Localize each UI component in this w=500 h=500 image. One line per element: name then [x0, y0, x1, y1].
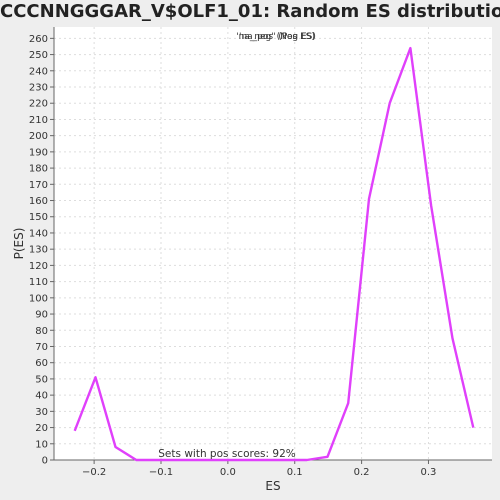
- y-tick-label: 60: [35, 358, 48, 369]
- y-tick-label: 30: [35, 407, 48, 418]
- chart-title: CCCNNGGGAR_V$OLF1_01: Random ES distribu…: [0, 1, 500, 22]
- x-tick-label: −0.1: [149, 467, 173, 478]
- gridlines: [54, 27, 492, 461]
- y-tick-label: 240: [29, 66, 48, 77]
- y-tick-label: 100: [29, 293, 48, 304]
- x-tick-label: 0.0: [220, 467, 236, 478]
- x-tick-label: 0.3: [421, 467, 437, 478]
- y-tick-label: 170: [29, 180, 48, 191]
- y-tick-label: 250: [29, 50, 48, 61]
- y-tick-label: 10: [35, 439, 48, 450]
- y-tick-label: 110: [29, 277, 48, 288]
- y-tick-label: 90: [35, 310, 48, 321]
- chart-annotation: Sets with pos scores: 92%: [158, 448, 295, 460]
- y-tick-label: 150: [29, 212, 48, 223]
- x-tick-label: 0.2: [354, 467, 370, 478]
- y-tick-label: 190: [29, 147, 48, 158]
- y-tick-label: 230: [29, 83, 48, 94]
- y-tick-label: 140: [29, 228, 48, 239]
- y-tick-label: 160: [29, 196, 48, 207]
- legend-entry-neg: 'na_neg' (Neg ES): [236, 32, 316, 42]
- x-tick-label: −0.2: [82, 467, 106, 478]
- x-axis-ticks: −0.2 −0.1 0.0 0.1 0.2 0.3: [82, 460, 436, 478]
- y-tick-label: 130: [29, 245, 48, 256]
- x-axis-label: ES: [265, 479, 280, 493]
- legend-entry-pos: 'na_pos' (Pos ES): [239, 32, 315, 42]
- y-tick-label: 180: [29, 164, 48, 175]
- y-tick-label: 220: [29, 99, 48, 110]
- y-tick-label: 200: [29, 131, 48, 142]
- y-tick-label: 20: [35, 423, 48, 434]
- y-tick-label: 120: [29, 261, 48, 272]
- y-tick-label: 40: [35, 391, 48, 402]
- y-tick-label: 210: [29, 115, 48, 126]
- y-tick-label: 70: [35, 342, 48, 353]
- y-tick-label: 260: [29, 34, 48, 45]
- y-tick-label: 50: [35, 374, 48, 385]
- y-axis-label: P(ES): [12, 228, 26, 260]
- plot-area: [54, 27, 492, 460]
- y-axis-ticks: 0 10 20 30 40 50 60 70 80 90 100 110 120 130 140 150 160…: [29, 34, 54, 467]
- x-tick-label: 0.1: [287, 467, 303, 478]
- y-tick-label: 0: [42, 456, 48, 467]
- y-tick-label: 80: [35, 326, 48, 337]
- series-line: [73, 46, 475, 462]
